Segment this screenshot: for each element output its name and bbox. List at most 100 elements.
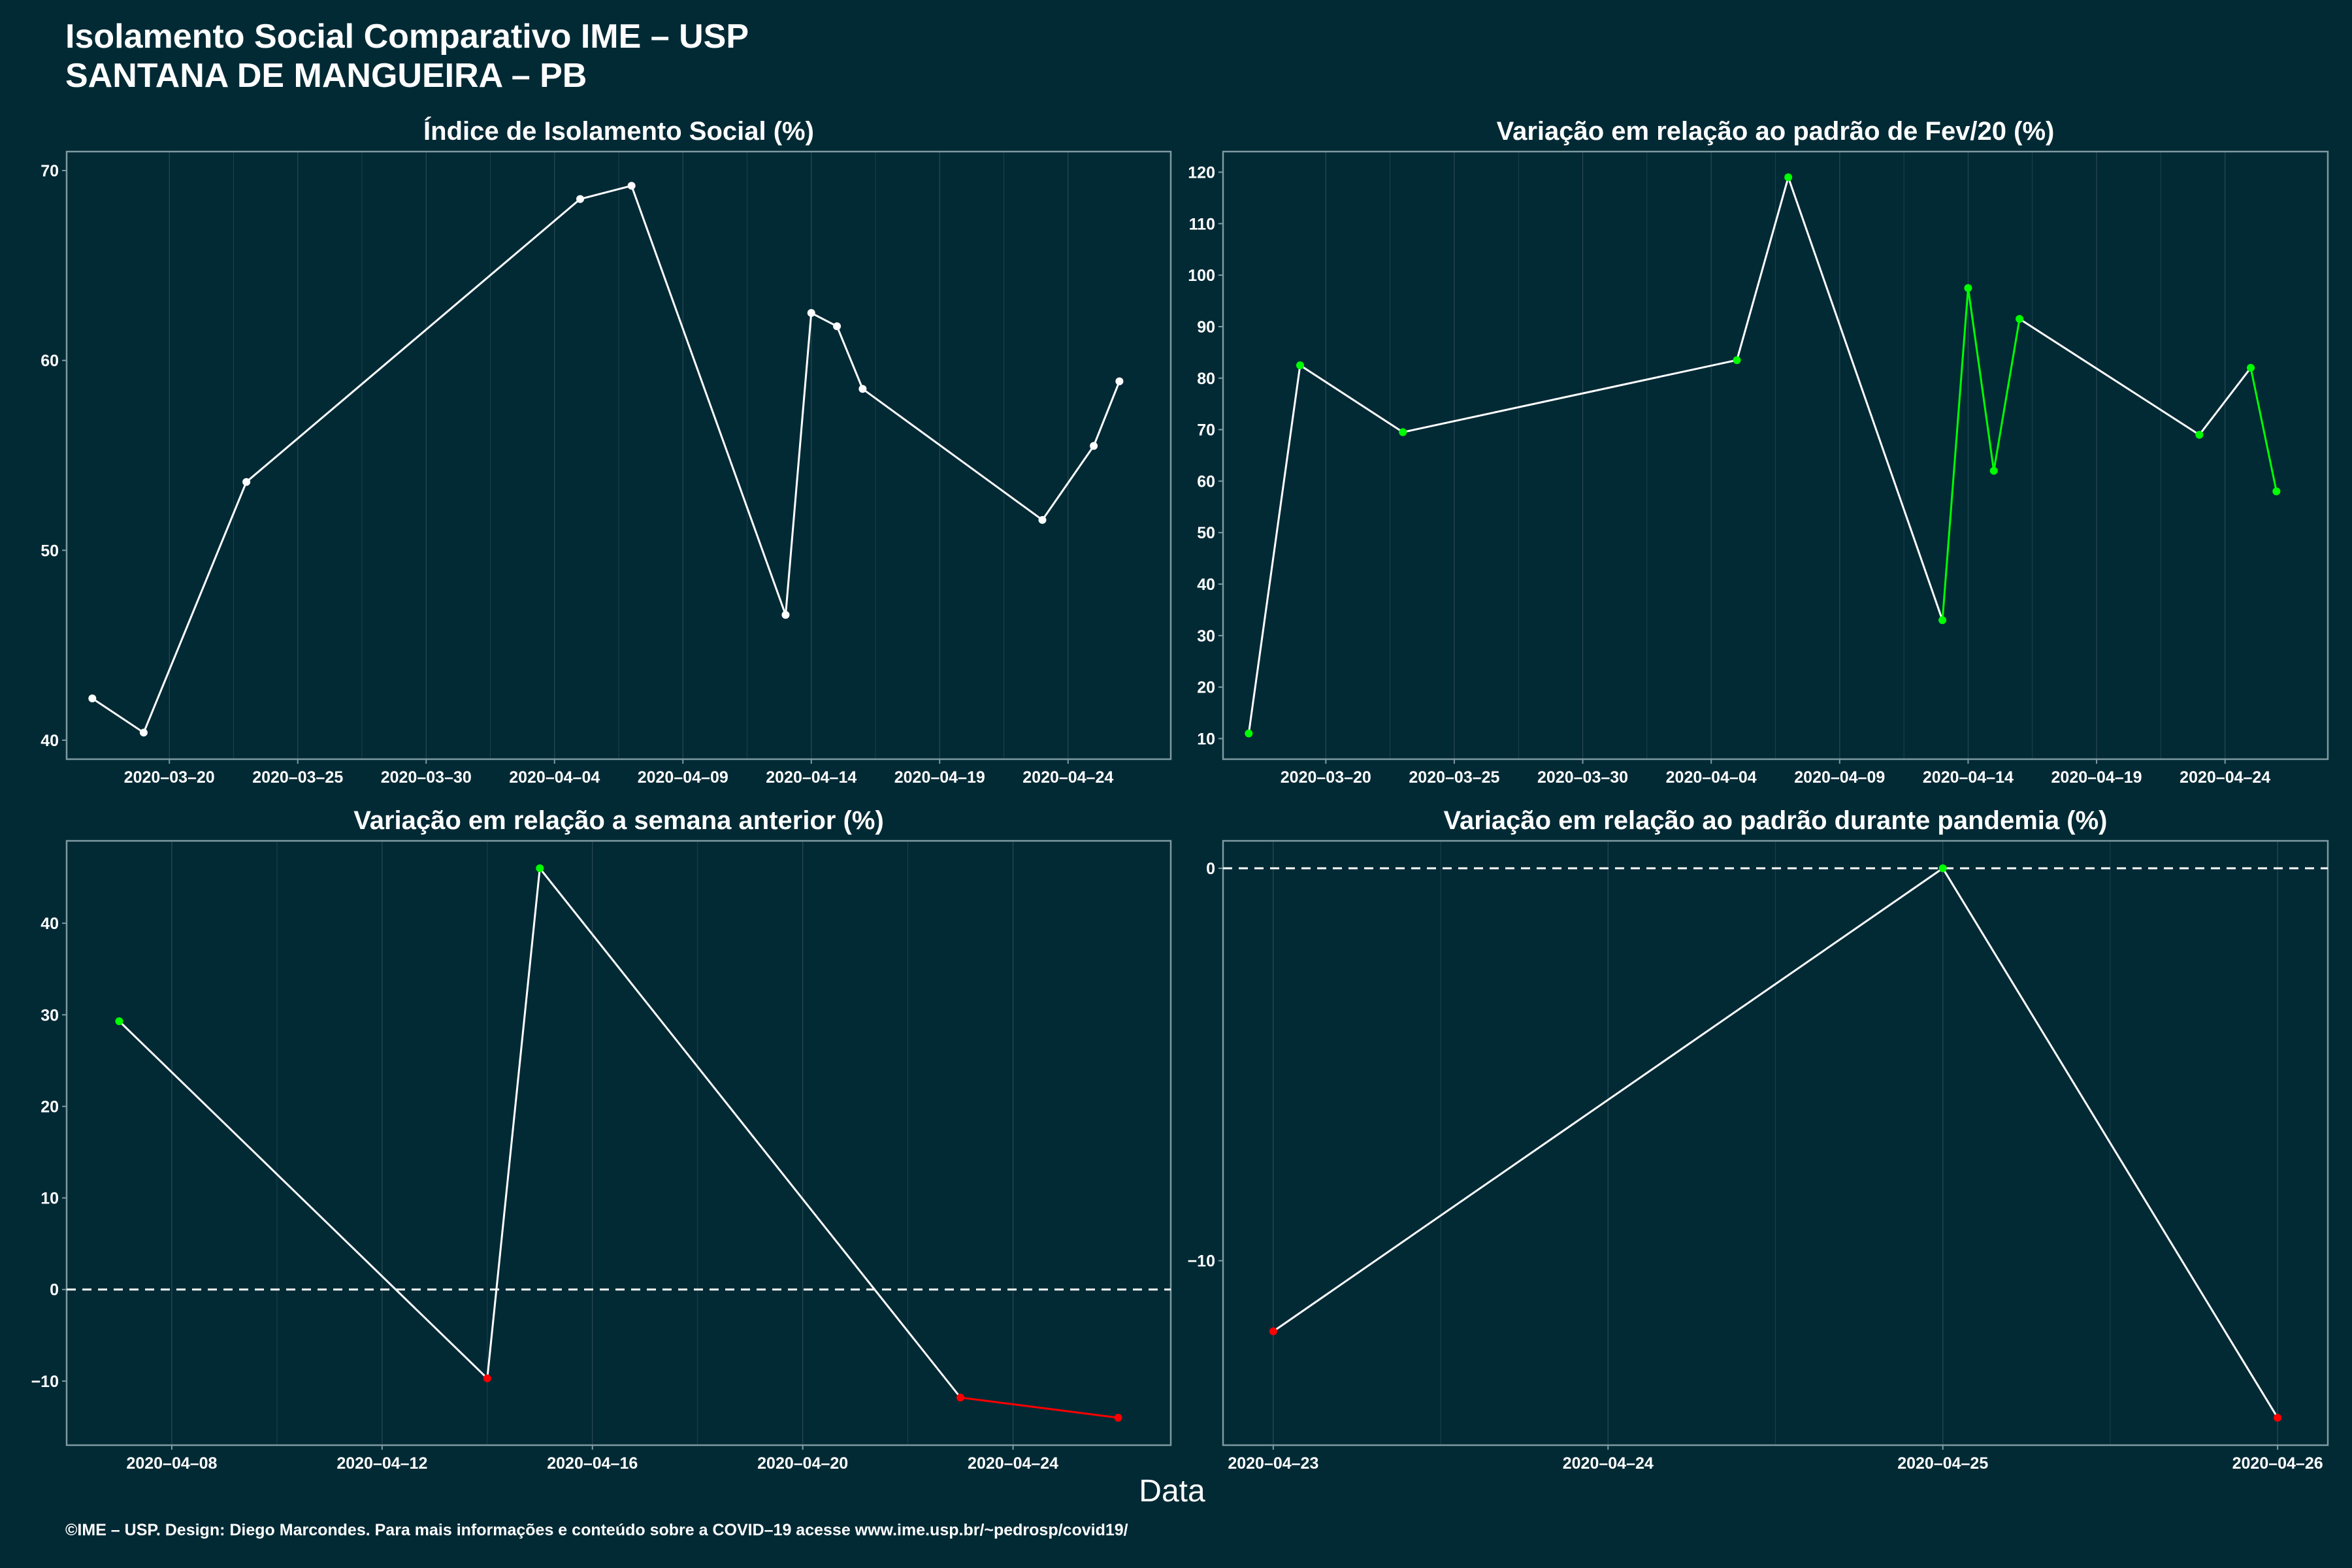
- chart-panel-3: Variação em relação a semana anterior (%…: [31, 806, 1172, 1473]
- y-tick-label: 10: [41, 1190, 59, 1208]
- series-segment: [2249, 367, 2278, 492]
- chart-title: Índice de Isolamento Social (%): [423, 116, 814, 146]
- chart-title: Variação em relação ao padrão durante pa…: [1444, 806, 2108, 835]
- x-tick-label: 2020–04–24: [1022, 768, 1113, 787]
- x-tick-label: 2020–04–04: [1666, 768, 1757, 787]
- main-title: Isolamento Social Comparativo IME – USP …: [65, 17, 749, 95]
- data-point: [1245, 729, 1253, 738]
- data-point: [1964, 284, 1972, 292]
- y-tick-label: 20: [41, 1098, 59, 1116]
- series-segment: [118, 1021, 488, 1379]
- y-tick-label: 0: [1206, 860, 1215, 878]
- x-tick-label: 2020–04–19: [2051, 768, 2142, 787]
- data-point: [1269, 1327, 1277, 1335]
- series-segment: [960, 1396, 1119, 1419]
- x-tick-label: 2020–04–24: [968, 1454, 1058, 1473]
- series-segment: [1736, 177, 1789, 361]
- x-tick-label: 2020–04–26: [2232, 1454, 2323, 1473]
- series-segment: [1787, 176, 1944, 621]
- x-tick-label: 2020–04–25: [1897, 1454, 1988, 1473]
- y-tick-label: 90: [1197, 318, 1215, 336]
- plot-frame: [1222, 150, 2329, 760]
- x-tick-label: 2020–04–19: [894, 768, 985, 787]
- data-point: [483, 1374, 491, 1382]
- y-tick-label: −10: [31, 1373, 59, 1391]
- series-segment: [784, 312, 813, 615]
- x-tick-label: 2020–03–20: [124, 768, 215, 787]
- data-point: [1038, 515, 1047, 524]
- series-segment: [1993, 318, 2021, 471]
- data-point: [1784, 173, 1793, 182]
- data-point: [2247, 364, 2255, 372]
- x-tick-label: 2020–04–08: [126, 1454, 217, 1473]
- y-tick-label: 10: [1197, 730, 1215, 748]
- data-point: [2274, 1413, 2282, 1422]
- y-tick-label: 100: [1188, 267, 1215, 285]
- series-segment: [91, 697, 144, 734]
- data-point: [242, 478, 251, 486]
- x-tick-label: 2020–03–20: [1281, 768, 1371, 787]
- y-tick-label: 50: [1197, 524, 1215, 542]
- x-tick-label: 2020–03–25: [252, 768, 343, 787]
- y-tick-label: 120: [1188, 164, 1215, 182]
- series-segment: [836, 325, 864, 389]
- y-tick-label: 70: [41, 162, 59, 180]
- series-segment: [1942, 868, 2279, 1418]
- y-tick-label: 30: [1197, 627, 1215, 645]
- series-segment: [1092, 381, 1120, 447]
- data-point: [139, 728, 148, 737]
- y-tick-label: 50: [41, 542, 59, 560]
- y-tick-label: 40: [41, 732, 59, 750]
- data-point: [627, 182, 636, 190]
- main-title-line1: Isolamento Social Comparativo IME – USP: [65, 18, 749, 56]
- series-segment: [2198, 367, 2252, 436]
- series-segment: [1402, 359, 1737, 434]
- chart-panel-1: Índice de Isolamento Social (%) 40 50 60 70 2…: [41, 116, 1172, 787]
- series-segment: [1941, 287, 1969, 621]
- data-point: [1399, 428, 1407, 436]
- data-point: [1989, 466, 1998, 475]
- x-tick-label: 2020–04–04: [509, 768, 600, 787]
- data-point: [1296, 361, 1304, 370]
- series-segment: [539, 868, 962, 1399]
- x-tick-label: 2020–04–14: [766, 768, 857, 787]
- data-point: [1114, 1413, 1122, 1422]
- shared-x-axis-title: Data: [1139, 1474, 1205, 1509]
- x-tick-label: 2020–04–09: [1794, 768, 1885, 787]
- data-point: [2272, 487, 2281, 496]
- series-segment: [1299, 364, 1404, 433]
- data-point: [1090, 442, 1098, 450]
- y-tick-label: 80: [1197, 370, 1215, 388]
- chart-title: Variação em relação ao padrão de Fev/20 …: [1497, 117, 2055, 146]
- data-point: [2016, 315, 2024, 323]
- y-tick-label: 0: [50, 1281, 59, 1299]
- x-tick-label: 2020–04–16: [547, 1454, 638, 1473]
- series-segment: [862, 388, 1043, 521]
- y-tick-label: 60: [41, 352, 59, 370]
- data-point: [781, 611, 790, 619]
- data-point: [88, 694, 97, 702]
- chart-panel-4: Variação em relação ao padrão durante pa…: [1188, 806, 2329, 1473]
- series-segment: [486, 868, 541, 1379]
- chart-title: Variação em relação a semana anterior (%…: [353, 806, 884, 835]
- y-tick-label: −10: [1188, 1252, 1215, 1271]
- data-point: [1733, 356, 1741, 365]
- x-tick-label: 2020–03–30: [1537, 768, 1628, 787]
- plot-frame: [65, 840, 1172, 1446]
- data-point: [576, 195, 585, 203]
- x-tick-label: 2020–04–14: [1923, 768, 2014, 787]
- x-tick-label: 2020–03–30: [381, 768, 472, 787]
- y-tick-label: 70: [1197, 421, 1215, 440]
- series-segment: [1273, 867, 1944, 1333]
- footer-credit: ©IME – USP. Design: Diego Marcondes. Par…: [65, 1521, 1128, 1539]
- series-segment: [811, 312, 838, 327]
- y-tick-label: 60: [1197, 472, 1215, 491]
- y-tick-label: 20: [1197, 679, 1215, 697]
- data-point: [1115, 377, 1124, 385]
- series-segment: [246, 198, 581, 483]
- series-segment: [1247, 365, 1301, 734]
- y-tick-label: 40: [1197, 576, 1215, 594]
- data-point: [833, 322, 841, 331]
- plot-frame: [65, 150, 1172, 760]
